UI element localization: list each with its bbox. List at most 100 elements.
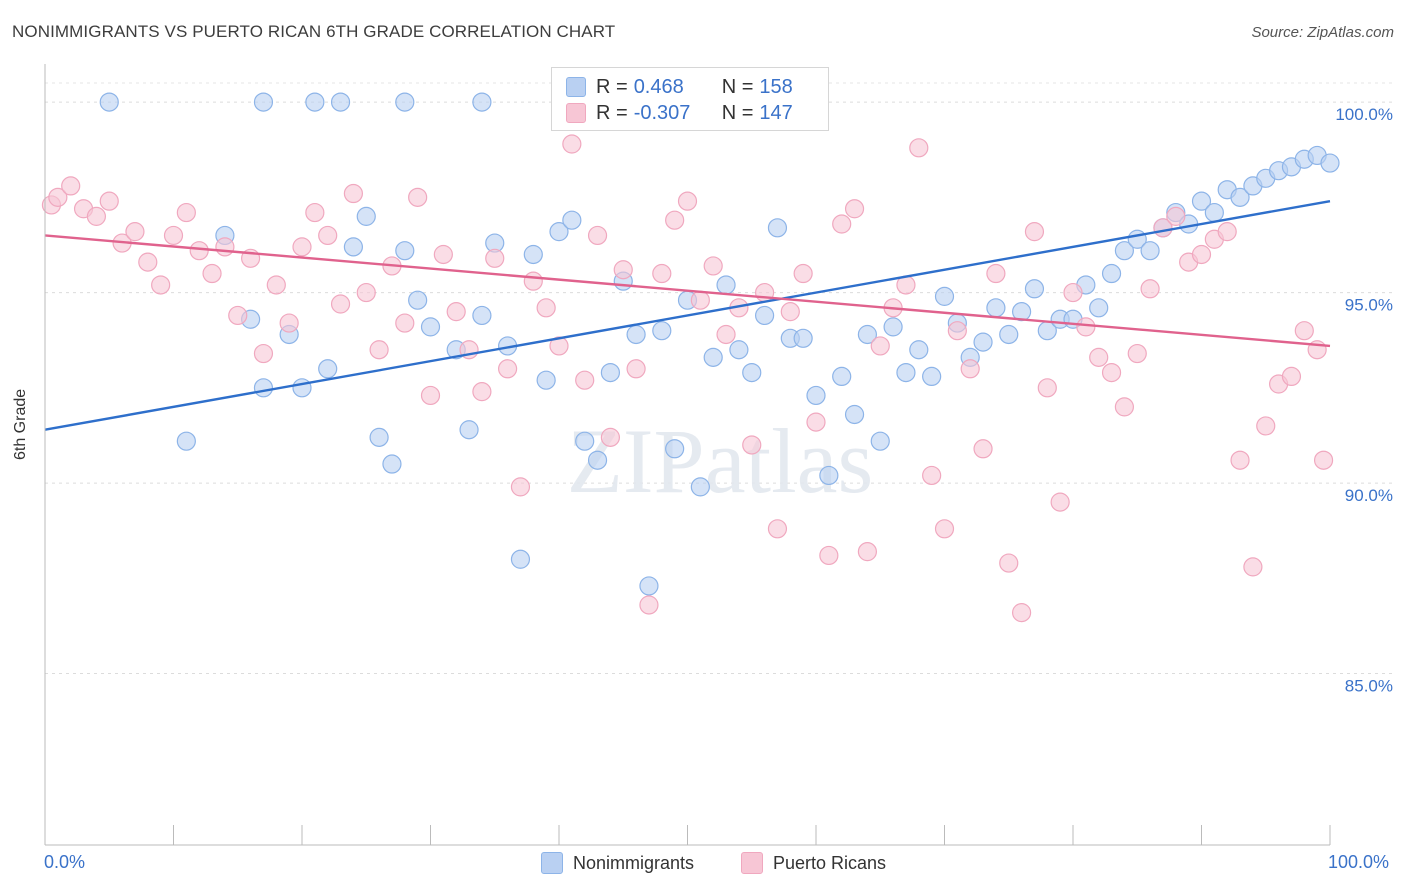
y-tick-label: 95.0% — [1345, 296, 1393, 315]
puerto-ricans-point — [498, 359, 518, 379]
nonimmigrants-point — [459, 420, 479, 440]
nonimmigrants-point — [703, 347, 723, 367]
nonimmigrants-trend-line — [44, 199, 1331, 431]
puerto-ricans-point — [870, 336, 890, 356]
nonimmigrants-point — [973, 332, 993, 352]
puerto-ricans-point — [330, 294, 351, 314]
puerto-ricans-point — [986, 263, 1006, 284]
puerto-ricans-point — [832, 214, 852, 234]
nonimmigrants-point — [395, 92, 415, 112]
puerto-ricans-point — [909, 138, 929, 158]
puerto-ricans-point — [1063, 282, 1083, 303]
puerto-ricans-point — [1256, 416, 1276, 436]
watermark: ZIPatlas — [567, 410, 874, 512]
y-tick-label: 100.0% — [1335, 105, 1393, 124]
y-tick-labels: 85.0% 90.0% 95.0% 100.0% — [1335, 105, 1393, 695]
puerto-ricans-point — [844, 199, 865, 219]
puerto-ricans-point — [1313, 450, 1334, 470]
legend-swatch-nonimmigrants — [566, 77, 586, 97]
nonimmigrants-point — [343, 237, 363, 257]
puerto-ricans-point — [703, 256, 723, 276]
legend-swatch-nonimmigrants — [541, 852, 563, 874]
nonimmigrants-point — [395, 241, 415, 261]
nonimmigrants-point — [832, 366, 852, 386]
nonimmigrants-point — [472, 92, 492, 112]
puerto-ricans-point — [1101, 362, 1122, 383]
puerto-ricans-point — [369, 340, 389, 360]
puerto-ricans-point — [536, 298, 556, 318]
nonimmigrants-point — [639, 576, 659, 596]
nonimmigrants-point — [729, 340, 749, 360]
puerto-ricans-point — [1037, 378, 1057, 398]
puerto-ricans-point — [420, 385, 441, 406]
puerto-ricans-point — [587, 225, 608, 246]
puerto-ricans-point — [395, 313, 415, 333]
puerto-ricans-point — [163, 225, 184, 246]
puerto-ricans-point — [99, 191, 119, 211]
nonimmigrants-point — [1191, 191, 1212, 211]
puerto-ricans-point — [151, 275, 171, 295]
nonimmigrants-point — [742, 362, 762, 383]
nonimmigrants-point — [408, 290, 428, 310]
puerto-ricans-point — [138, 252, 158, 272]
puerto-ricans-point — [253, 343, 274, 364]
puerto-ricans-point — [446, 302, 466, 322]
legend-r-value: 0.468 — [633, 75, 684, 98]
nonimmigrants-point — [253, 92, 274, 112]
nonimmigrants-point — [883, 317, 903, 337]
nonimmigrants-point — [870, 431, 890, 451]
nonimmigrants-point — [844, 404, 865, 425]
nonimmigrants-point — [382, 454, 402, 474]
puerto-ricans-point — [318, 225, 338, 246]
puerto-ricans-point — [279, 313, 299, 333]
y-tick-label: 85.0% — [1345, 677, 1393, 696]
puerto-ricans-point — [292, 237, 312, 257]
puerto-ricans-point — [1230, 450, 1250, 470]
nonimmigrants-point — [1204, 202, 1224, 223]
puerto-ricans-point — [61, 176, 81, 196]
legend-label-puerto-ricans: Puerto Ricans — [773, 852, 887, 873]
nonimmigrants-point — [986, 298, 1006, 318]
legend-label-nonimmigrants: Nonimmigrants — [573, 852, 695, 873]
nonimmigrants-point — [793, 328, 813, 348]
nonimmigrants-point — [176, 431, 196, 451]
nonimmigrants-point — [472, 305, 492, 326]
nonimmigrants-point — [420, 317, 441, 337]
puerto-ricans-point — [626, 359, 646, 379]
puerto-ricans-point — [1166, 206, 1186, 226]
puerto-ricans-point — [793, 263, 813, 284]
puerto-ricans-point — [549, 336, 569, 356]
nonimmigrants-point — [305, 92, 325, 112]
legend-n-label: N = — [721, 101, 754, 124]
nonimmigrants-point — [356, 206, 376, 226]
nonimmigrants-point — [253, 378, 274, 398]
puerto-ricans-point — [48, 187, 68, 207]
nonimmigrants-point — [562, 210, 582, 230]
puerto-ricans-point — [228, 305, 248, 326]
legend-swatch-puerto-ricans — [741, 852, 763, 874]
puerto-ricans-trend-line — [44, 234, 1331, 348]
series-puerto-ricans-points — [41, 134, 1334, 623]
nonimmigrants-point — [549, 222, 569, 242]
puerto-ricans-point — [408, 187, 428, 207]
legend-r-label: R = — [596, 101, 628, 124]
puerto-ricans-point — [356, 282, 376, 303]
nonimmigrants-point — [1230, 187, 1250, 207]
nonimmigrants-point — [652, 321, 672, 341]
legend-r-label: R = — [596, 75, 628, 98]
puerto-ricans-point — [857, 542, 878, 562]
nonimmigrants-point — [1024, 279, 1045, 299]
series-nonimmigrants-points — [99, 92, 1340, 596]
x-axis-min-label: 0.0% — [44, 852, 86, 872]
legend-item-puerto-ricans: Puerto Ricans — [741, 852, 886, 874]
nonimmigrants-point — [1089, 298, 1109, 318]
nonimmigrants-point — [600, 362, 621, 383]
puerto-ricans-point — [922, 465, 942, 486]
puerto-ricans-point — [1191, 244, 1212, 265]
puerto-ricans-point — [305, 202, 325, 223]
puerto-ricans-point — [202, 263, 222, 284]
nonimmigrants-point — [754, 305, 775, 326]
puerto-ricans-point — [806, 412, 826, 432]
puerto-ricans-point — [1243, 557, 1263, 577]
